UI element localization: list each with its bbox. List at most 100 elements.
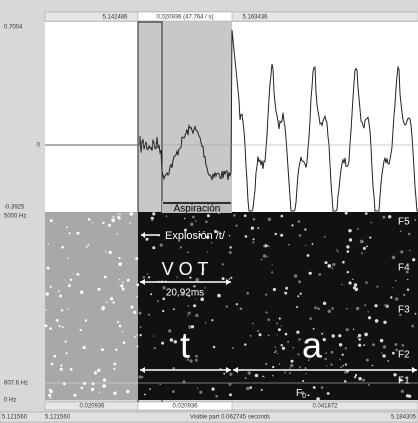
formant: F1 [398,376,410,387]
spectrogram-dot [299,292,302,295]
spectrogram-dot [105,251,107,253]
spectrogram-dot [223,372,226,375]
top-bar-selection[interactable] [137,11,233,22]
spectrogram-dot [298,280,302,284]
spectrogram-dot [173,340,177,344]
spectrogram-dot [76,273,80,276]
selection [138,22,232,212]
spectrogram-dot [409,250,411,252]
spectrogram-dot [121,330,124,333]
spectrogram-dot [324,261,328,265]
spectrogram-dot [136,283,140,287]
spectrogram-dot [380,352,383,354]
spectrogram-dot [189,359,193,363]
spectrogram-dot [50,362,54,366]
spectrogram-dot [152,246,156,250]
spectrogram-dot [229,393,232,397]
spectrogram-dot [384,304,388,307]
spectrogram-dot [275,350,277,352]
spectrogram-dot [280,233,284,237]
spectrogram-dot [115,348,118,351]
spectrogram-dot [85,245,88,248]
spectrogram-dot [103,275,107,279]
spectrogram-dot [206,251,208,253]
spectrogram-dot [101,348,104,351]
spectrogram-dot [58,290,60,292]
spectrogram-dot [53,354,56,358]
spectrogram-dot [267,245,270,248]
spectrogram-dot [45,292,49,296]
spectrogram-dot [189,276,192,279]
spectrogram-dot [370,221,373,224]
spectrogram-dot [376,285,379,288]
bottom-cell: 0.041872 [312,404,338,410]
spectrogram-dot [101,307,105,311]
bottom-left2: 5.121560 [45,415,71,421]
spectrogram-dot [352,278,354,280]
spectrogram-dot [264,376,266,378]
spectrogram-dot [393,373,397,377]
spectrogram-dot [69,278,73,281]
spectrogram-dot [181,292,185,295]
spectrogram-dot [83,381,87,385]
spectrogram-dot [106,301,108,304]
bottom-selection[interactable] [137,401,233,411]
spectrogram-dot [363,344,365,346]
spectrogram-dot [364,304,366,306]
spectrogram-dot [331,307,334,310]
spectrogram-dot [153,347,156,350]
spectrogram-dot [331,267,334,270]
spectrogram-dot [292,347,294,349]
spectrogram-dot [290,363,294,368]
spectrogram-dot [367,311,370,313]
spectrogram-dot [67,257,69,260]
spectrogram-dot [341,353,344,356]
spectrogram-dot [339,358,341,361]
spectrogram-dot [266,255,269,258]
spectrogram-dot [246,292,249,295]
spectrogram-dot [217,293,221,298]
spectrogram-dot [109,297,114,301]
spectrogram-dot [288,243,290,246]
spectrogram-dot [118,324,122,328]
spectrogram-dot [407,232,411,236]
spectrogram-dot [252,218,256,221]
spectrogram-dot [93,371,97,375]
spectrogram-dot [179,246,183,249]
spectrogram-dot [374,319,379,323]
spectrogram-dot [361,252,364,255]
spectrogram-dot [305,373,307,375]
spectrogram-dot [172,390,175,393]
spectrogram-dot [395,348,398,352]
spectrogram-dot [260,388,263,391]
spectrogram-dot [149,388,151,390]
spectrogram-dot [61,326,64,328]
spectrogram-dot [225,305,228,308]
spectrogram-dot [252,241,255,244]
spectrogram-dot [66,226,68,229]
spectrogram-dot [325,365,328,367]
formant: F4 [398,263,410,274]
spectrogram-dot [296,330,300,334]
spectrogram-dot [300,391,305,395]
formant: F2 [398,350,410,361]
spectrogram-dot [267,217,272,221]
spectrogram-dot [190,222,194,226]
spectrogram-dot [337,250,339,253]
spectrogram-dot [365,212,368,215]
spectrogram-dot [192,215,195,219]
spectrogram-dot [102,221,105,225]
formant: F3 [398,305,410,316]
spectrogram-dot [364,332,368,337]
spectrogram-dot [324,357,327,361]
spectrogram-dot [199,233,202,236]
spectrogram-left [45,212,138,400]
spectrogram-dot [116,233,119,235]
spectrogram-dot [392,287,394,289]
spectrogram-dot [353,283,358,287]
spectrogram-dots [44,211,417,401]
spectrogram-dot [204,287,206,289]
spectrogram-dot [243,214,247,217]
spectrogram-dot [365,358,369,362]
bottom-left: 5.121560 [2,415,28,421]
